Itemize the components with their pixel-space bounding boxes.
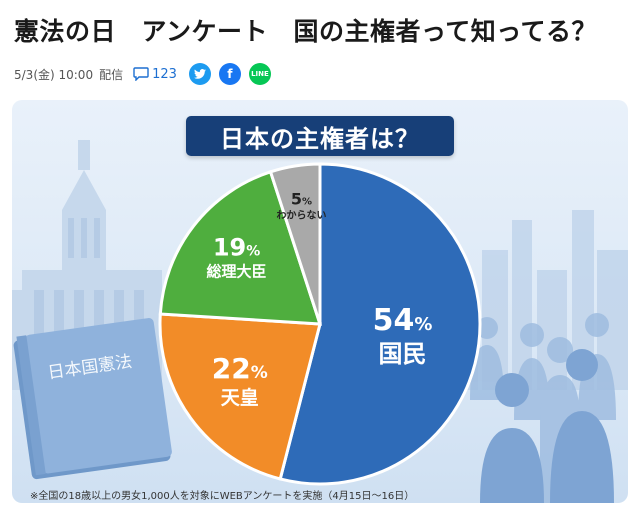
comments-link[interactable]: 123 (133, 67, 177, 82)
pie-value-label-3: 19% (213, 234, 260, 262)
delivery-label: 配信 (99, 67, 124, 82)
twitter-icon[interactable] (188, 63, 211, 85)
pie-category-label-3: 総理大臣 (207, 263, 267, 281)
pie-value-label-4: 5% (291, 190, 312, 209)
facebook-icon[interactable]: f (218, 63, 241, 85)
article-date: 5/3(金) 10:00 (14, 67, 94, 82)
pie-value-label-1: 54% (373, 303, 433, 338)
pie-value-label-2: 22% (212, 352, 268, 385)
pie-slice-2 (158, 312, 322, 481)
comment-count: 123 (152, 66, 177, 82)
pie-chart: 54%国民 22%天皇 19%総理大臣 5%わからない (158, 162, 482, 486)
pie-category-label-2: 天皇 (221, 386, 259, 409)
survey-footnote: ※全国の18歳以上の男女1,000人を対象にWEBアンケートを実施（4月15日〜… (30, 491, 415, 502)
survey-infographic: 日本国憲法 54% 国民 22% 天皇 19% 総理大臣 5% わからない 日本の主権者は？ … (12, 100, 628, 503)
pie-category-label-1: 国民 (379, 340, 427, 368)
pie-slice-4 (268, 162, 322, 325)
pie-slice-3 (158, 169, 323, 326)
article-headline: 憲法の日 アンケート 国の主権者って知ってる？ (14, 17, 598, 46)
line-icon[interactable]: LINE (248, 63, 271, 85)
article-meta: 5/3(金) 10:00 配信 123 f LINE (14, 62, 271, 86)
pie-category-label-4: わからない (276, 210, 326, 222)
pie-slice-1 (278, 162, 482, 486)
chart-title-badge: 日本の主権者は？ (186, 116, 454, 156)
comment-icon (133, 67, 149, 81)
